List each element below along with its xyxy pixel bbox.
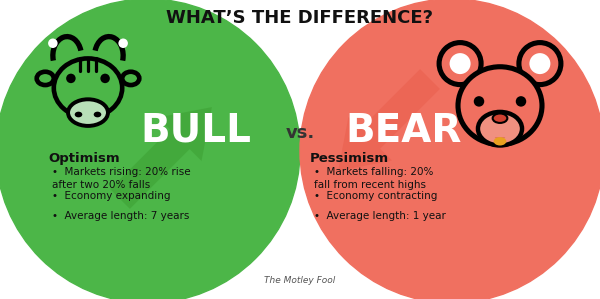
Ellipse shape (68, 99, 108, 126)
Circle shape (118, 39, 128, 48)
Text: WHAT’S THE DIFFERENCE?: WHAT’S THE DIFFERENCE? (167, 9, 433, 27)
Circle shape (0, 0, 300, 299)
Text: vs.: vs. (286, 124, 314, 142)
Text: •  Average length: 1 year: • Average length: 1 year (314, 211, 446, 221)
Ellipse shape (458, 67, 542, 144)
Ellipse shape (54, 58, 122, 117)
Text: BEAR: BEAR (346, 112, 462, 150)
Text: Optimism: Optimism (48, 152, 119, 165)
Circle shape (439, 42, 481, 85)
Text: Pessimism: Pessimism (310, 152, 389, 165)
Polygon shape (338, 69, 440, 171)
Circle shape (516, 96, 526, 107)
Ellipse shape (75, 112, 82, 117)
Circle shape (474, 96, 484, 107)
Polygon shape (495, 137, 505, 144)
Ellipse shape (494, 137, 506, 146)
Text: The Motley Fool: The Motley Fool (265, 276, 335, 285)
Circle shape (300, 0, 600, 299)
Ellipse shape (94, 112, 101, 117)
Circle shape (48, 39, 58, 48)
Text: •  Markets falling: 20%
fall from recent highs: • Markets falling: 20% fall from recent … (314, 167, 433, 190)
Ellipse shape (493, 114, 508, 123)
Text: •  Economy contracting: • Economy contracting (314, 191, 437, 201)
Circle shape (529, 53, 550, 74)
Text: •  Markets rising: 20% rise
after two 20% falls: • Markets rising: 20% rise after two 20%… (52, 167, 191, 190)
Ellipse shape (37, 72, 54, 85)
Circle shape (449, 53, 470, 74)
Text: BULL: BULL (140, 112, 251, 150)
Circle shape (66, 74, 76, 83)
Ellipse shape (478, 112, 522, 146)
Text: •  Economy expanding: • Economy expanding (52, 191, 170, 201)
Ellipse shape (122, 72, 139, 85)
Text: •  Average length: 7 years: • Average length: 7 years (52, 211, 190, 221)
Circle shape (519, 42, 561, 85)
Circle shape (100, 74, 110, 83)
Polygon shape (110, 107, 212, 209)
